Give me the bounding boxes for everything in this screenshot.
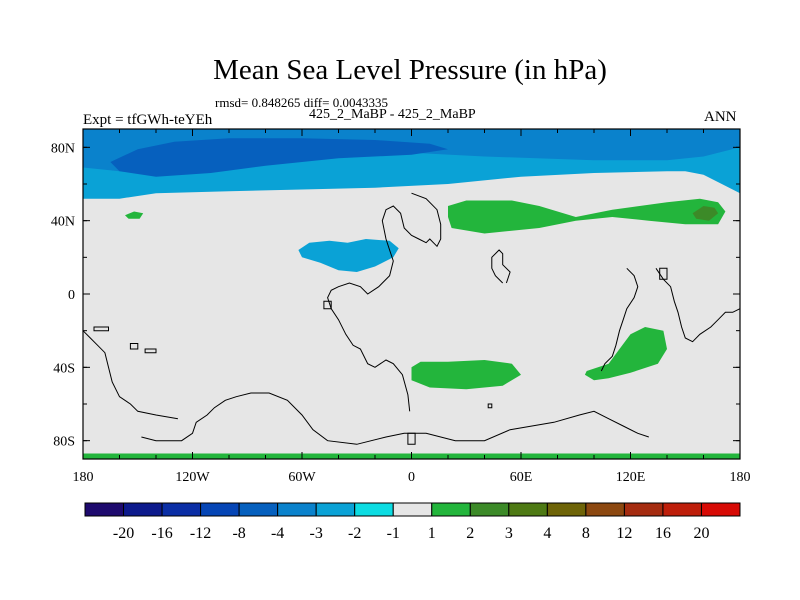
chart-title: Mean Sea Level Pressure (in hPa)	[213, 54, 607, 86]
colorbar-box-11	[508, 502, 548, 517]
region-south-pacific-high	[584, 327, 667, 381]
x-tick-label-6: 180	[730, 470, 751, 485]
region-south-atlantic-high	[411, 360, 521, 390]
colorbar-label-14: 16	[655, 525, 671, 542]
colorbar-label-8: 1	[428, 525, 436, 542]
colorbar-label-7: -1	[387, 525, 400, 542]
colorbar-box-9	[431, 502, 471, 517]
colorbar-box-3	[200, 502, 240, 517]
y-tick-label-2: 0	[68, 288, 75, 303]
region-north-high-core	[692, 206, 719, 221]
x-tick-label-3: 0	[408, 470, 415, 485]
colorbar-box-7	[354, 502, 394, 517]
stats-text: rmsd= 0.848265 diff= 0.0043335	[215, 95, 388, 110]
colorbar-label-6: -2	[348, 525, 361, 542]
coastline-west-coast	[82, 330, 178, 420]
x-tick-label-5: 120E	[616, 470, 646, 485]
coastline-antarctic-fragment	[407, 432, 416, 445]
region-pacific-low	[298, 239, 399, 272]
colorbar-label-13: 12	[616, 525, 632, 542]
colorbar-label-0: -20	[113, 525, 134, 542]
coastline-island-5	[487, 403, 493, 409]
coastline-island-1	[93, 326, 109, 332]
y-tick-label-4: 80S	[53, 435, 75, 450]
colorbar-box-4	[238, 502, 279, 517]
colorbar-label-15: 20	[693, 525, 709, 542]
colorbar-box-13	[585, 502, 625, 517]
colorbar-label-4: -4	[271, 525, 284, 542]
x-tick-label-1: 120W	[175, 470, 210, 485]
y-tick-label-1: 40N	[51, 215, 75, 230]
coastline-east-coast	[600, 267, 639, 372]
colorbar-box-5	[277, 502, 317, 517]
colorbar-label-10: 3	[505, 525, 513, 542]
colorbar-box-0	[84, 502, 125, 517]
region-small-high	[125, 211, 144, 219]
colorbar-box-2	[161, 502, 202, 517]
chart-subtitle: 425_2_MaBP - 425_2_MaBP	[309, 107, 476, 122]
region-north-high	[448, 198, 726, 234]
coastline-island-6	[323, 300, 332, 310]
colorbar-box-16	[700, 502, 741, 517]
coastline-inner-coast	[491, 249, 511, 284]
coastline-island-4	[659, 267, 668, 280]
colorbar-box-12	[546, 502, 587, 517]
coastline-southern-coast	[141, 392, 649, 445]
colorbar-box-14	[623, 502, 664, 517]
colorbar-label-1: -16	[151, 525, 172, 542]
colorbar-box-8	[392, 502, 433, 517]
colorbar-label-12: 8	[582, 525, 590, 542]
colorbar-label-3: -8	[232, 525, 245, 542]
coastline-island-3	[144, 348, 157, 354]
colorbar-box-1	[123, 502, 163, 517]
colorbar-label-9: 2	[466, 525, 474, 542]
colorbar-label-5: -3	[310, 525, 323, 542]
season-label: ANN	[704, 109, 737, 125]
x-tick-label-2: 60W	[288, 470, 316, 485]
colorbar-label-11: 4	[543, 525, 551, 542]
colorbar-box-6	[315, 502, 356, 517]
colorbar-box-10	[469, 502, 510, 517]
coastline-eurasia-africa-coast	[327, 192, 442, 412]
colorbar-box-15	[662, 502, 702, 517]
x-tick-label-0: 180	[73, 470, 94, 485]
y-tick-label-0: 80N	[51, 141, 75, 156]
colorbar-label-2: -12	[190, 525, 211, 542]
region-arctic-deep	[110, 138, 449, 177]
coastline-far-east-coast	[655, 268, 741, 343]
x-tick-label-4: 60E	[510, 470, 533, 485]
coastline-island-2	[129, 343, 139, 350]
experiment-label: Expt = tfGWh-teYEh	[83, 112, 213, 128]
y-tick-label-3: 40S	[53, 361, 75, 376]
